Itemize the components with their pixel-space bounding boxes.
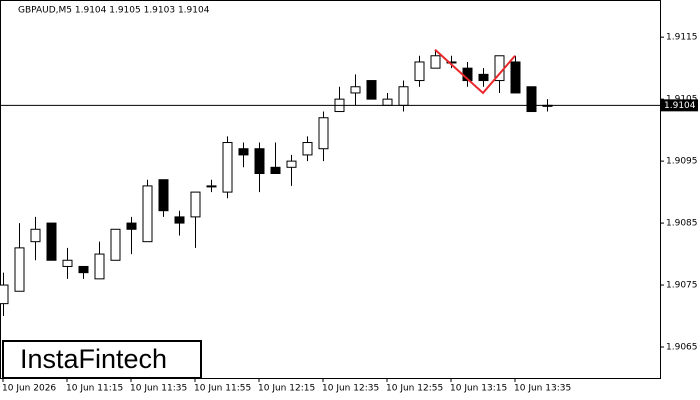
candle-body: [254, 148, 265, 175]
candle-body: [126, 222, 137, 230]
candle-body: [478, 73, 489, 82]
candle-body: [30, 228, 41, 243]
candle-body: [446, 61, 457, 64]
candle-body: [510, 61, 521, 94]
candle-body: [14, 247, 25, 292]
candle-body: [222, 142, 233, 193]
candle-body: [286, 160, 297, 168]
y-tick-label: 1.9095: [666, 157, 698, 167]
candle-body: [94, 253, 105, 280]
candle-body: [302, 142, 313, 156]
candle-body: [318, 117, 329, 150]
candle-body: [46, 222, 57, 261]
candle-body: [350, 86, 361, 94]
x-tick-label: 10 Jun 11:15: [66, 384, 123, 394]
candle-body: [398, 86, 409, 106]
pattern-line: [434, 48, 516, 95]
candle-body: [158, 179, 169, 212]
candle-body: [526, 86, 537, 113]
logo-box: [2, 340, 202, 379]
price-label-box: [660, 99, 698, 112]
y-tick-label: 1.9085: [666, 219, 698, 229]
price-label: 1.9104: [664, 101, 696, 111]
candle-body: [206, 185, 217, 188]
candle-body: [238, 148, 249, 156]
x-tick-label: 10 Jun 12:55: [386, 384, 443, 394]
x-tick-label: 10 Jun 12:35: [322, 384, 379, 394]
chart-title: GBPAUD,M5 1.9104 1.9105 1.9103 1.9104: [18, 6, 210, 16]
candle-body: [78, 265, 89, 274]
candle-body: [110, 228, 121, 261]
x-tick-label: 10 Jun 2026: [2, 384, 56, 394]
candle-body: [62, 259, 73, 267]
x-tick-label: 10 Jun 11:55: [194, 384, 251, 394]
y-tick-label: 1.9115: [666, 33, 698, 43]
y-tick-label: 1.9065: [666, 343, 698, 353]
candle-body: [366, 80, 377, 100]
candle-body: [382, 98, 393, 106]
candle-body: [0, 284, 9, 305]
candle-body: [190, 191, 201, 218]
candle-body: [414, 61, 425, 82]
watermark: InstaFintech: [20, 344, 167, 374]
x-tick-label: 10 Jun 11:35: [130, 384, 187, 394]
x-tick-label: 10 Jun 13:35: [514, 384, 571, 394]
candle-body: [142, 185, 153, 243]
candle-body: [270, 166, 281, 175]
y-tick-label: 1.9075: [666, 281, 698, 291]
x-tick-label: 10 Jun 12:15: [258, 384, 315, 394]
candle-body: [174, 216, 185, 224]
candle-body: [430, 55, 441, 69]
plot-frame: [0, 0, 661, 379]
x-tick-label: 10 Jun 13:15: [450, 384, 507, 394]
